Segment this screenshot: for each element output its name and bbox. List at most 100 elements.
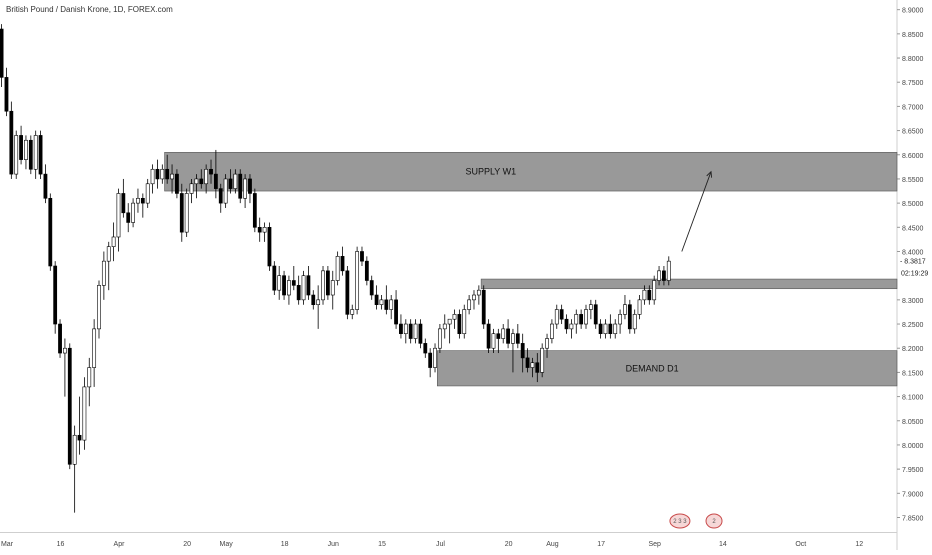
candle-body <box>179 193 184 233</box>
candle-body <box>452 314 457 320</box>
candle-body <box>535 362 540 373</box>
candle-body <box>462 309 467 335</box>
candle-body <box>272 265 277 291</box>
candle-body <box>126 212 131 223</box>
candle-body <box>652 280 657 301</box>
candle-body <box>364 260 369 281</box>
candle-body <box>155 168 160 180</box>
candle-body <box>150 168 155 185</box>
candle-body <box>291 280 296 286</box>
candle-body <box>647 289 652 301</box>
candle-body <box>569 323 574 330</box>
countdown-label: 02:19:29 <box>901 270 928 277</box>
candle-body <box>87 367 92 388</box>
candle-body <box>325 270 330 296</box>
candle-body <box>472 294 476 301</box>
projection-arrow-head <box>706 170 713 178</box>
candle-body <box>481 289 486 325</box>
y-tick-label: 8.9000 <box>902 8 924 15</box>
candle-body <box>593 304 598 325</box>
candle-body <box>613 323 618 335</box>
candle-body <box>101 260 106 286</box>
candle-body <box>447 318 452 325</box>
zone-rect-0 <box>164 152 898 192</box>
candle-body <box>530 362 535 368</box>
candle-body <box>0 28 4 78</box>
candle-body <box>262 227 267 233</box>
candle-body <box>603 323 608 335</box>
event-badge-text-1: 2 <box>712 519 716 525</box>
candle-body <box>48 197 53 267</box>
candle-body <box>511 333 515 344</box>
x-tick-label: May <box>220 541 234 548</box>
candle-body <box>467 299 472 310</box>
x-tick-label: Apr <box>114 541 126 548</box>
candle-body <box>257 227 262 233</box>
candle-body <box>63 347 67 354</box>
candle-body <box>637 299 642 315</box>
candle-body <box>160 168 165 180</box>
candle-body <box>184 193 189 233</box>
candle-body <box>355 251 360 310</box>
candle-body <box>321 270 325 301</box>
y-tick-label: 8.7500 <box>902 80 924 87</box>
x-tick-label: 18 <box>281 541 289 548</box>
candle-body <box>457 314 462 335</box>
candle-body <box>399 323 403 335</box>
event-badge-1 <box>705 513 723 529</box>
candle-body <box>243 178 248 199</box>
candle-body <box>666 260 671 281</box>
candle-body <box>413 323 418 339</box>
y-tick-label: 8.4500 <box>902 225 924 232</box>
candle-body <box>248 178 252 194</box>
y-tick-label: 8.1000 <box>902 395 924 402</box>
candle-body <box>525 357 530 368</box>
candle-body <box>24 139 28 160</box>
candle-body <box>28 139 33 170</box>
candle-body <box>287 280 291 296</box>
candle-body <box>43 173 48 199</box>
candle-body <box>394 299 398 325</box>
y-tick-label: 8.6500 <box>902 129 924 136</box>
candle-body <box>277 275 282 291</box>
y-tick-label: 7.9500 <box>902 467 924 474</box>
y-tick-label: 8.3000 <box>902 298 924 305</box>
candle-body <box>4 77 9 112</box>
y-tick-label: 8.7000 <box>902 104 924 111</box>
candle-body <box>442 323 447 330</box>
y-tick-label: 8.8000 <box>902 56 924 63</box>
candle-body <box>19 135 23 160</box>
candle-body <box>476 289 481 296</box>
candle-body <box>316 299 321 305</box>
x-tick-label: Mar <box>1 541 14 548</box>
candle-body <box>486 323 491 349</box>
candle-body <box>345 270 350 315</box>
candle-body <box>116 193 121 238</box>
candle-body <box>204 168 209 185</box>
candle-body <box>282 275 286 296</box>
y-tick-label: 8.8500 <box>902 32 924 39</box>
candle-body <box>218 188 223 204</box>
candle-body <box>662 270 666 281</box>
zone-label-0: SUPPLY W1 <box>465 167 516 177</box>
candle-body <box>642 289 647 301</box>
x-tick-label: 12 <box>855 541 863 548</box>
y-tick-label: 8.4000 <box>902 249 924 256</box>
y-tick-label: 8.5000 <box>902 201 924 208</box>
chart-title: British Pound / Danish Krone, 1D, FOREX.… <box>6 5 173 14</box>
candle-body <box>77 434 82 441</box>
candle-body <box>111 236 116 247</box>
candle-body <box>223 178 228 204</box>
candle-body <box>374 294 379 305</box>
candle-body <box>384 299 389 310</box>
candle-body <box>554 309 559 325</box>
x-tick-label: 20 <box>505 541 513 548</box>
candle-body <box>340 256 345 272</box>
candle-body <box>559 309 564 320</box>
candle-body <box>335 256 340 281</box>
candle-body <box>564 318 569 330</box>
candle-body <box>403 323 408 335</box>
y-tick-label: 8.1500 <box>902 370 924 377</box>
candle-body <box>588 304 593 310</box>
